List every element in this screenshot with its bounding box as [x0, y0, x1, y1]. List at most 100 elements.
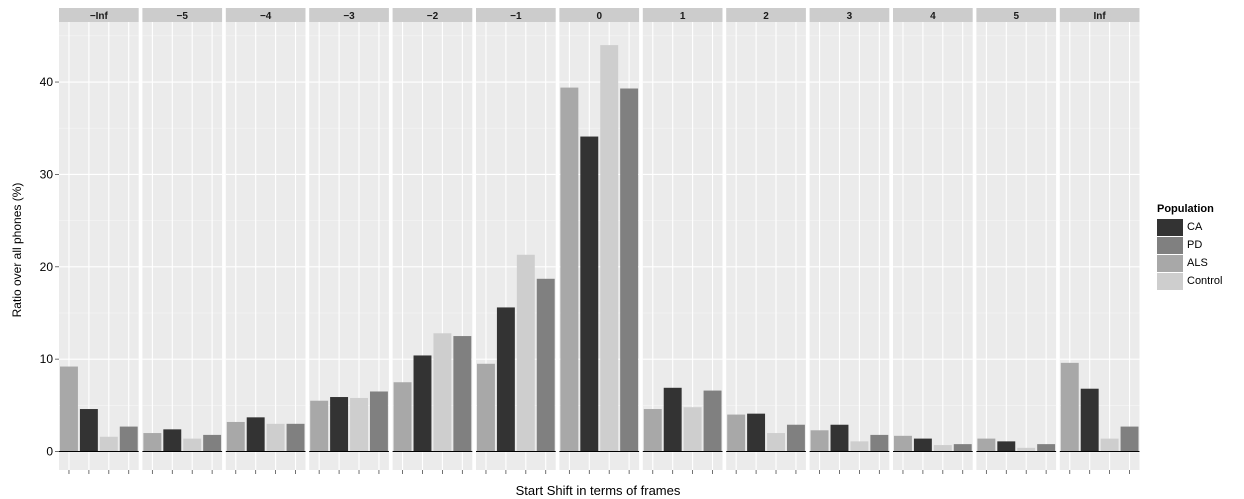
facet-strip — [976, 8, 1057, 22]
bar — [59, 366, 78, 452]
facet-label: 4 — [930, 11, 936, 22]
legend-item: PD — [1157, 236, 1222, 254]
facet-label: −3 — [343, 11, 355, 22]
bar — [643, 409, 662, 452]
facet-panel: −1 — [476, 8, 556, 474]
bar — [226, 421, 245, 452]
facet-label: −2 — [427, 11, 439, 22]
facet-panel: Inf — [1059, 8, 1140, 474]
facet-strip — [225, 8, 306, 22]
facet-panel: −5 — [142, 8, 223, 474]
legend-label: CA — [1187, 221, 1203, 233]
bar — [1100, 438, 1119, 452]
bar — [997, 441, 1016, 452]
bar — [786, 424, 805, 452]
facet-strip — [392, 8, 473, 22]
legend: Population CA PD ALS Control — [1157, 203, 1222, 290]
bar — [703, 390, 722, 452]
bar — [536, 278, 555, 452]
facet-label: 3 — [847, 11, 853, 22]
bar — [767, 433, 785, 452]
panel-background — [893, 22, 973, 470]
panel-background — [809, 22, 890, 470]
y-axis: 0 10 20 30 40 — [40, 75, 59, 459]
bar — [913, 438, 932, 452]
panel-background — [225, 22, 306, 470]
panel-background — [142, 22, 223, 470]
bar — [143, 433, 162, 452]
y-tick-label: 20 — [40, 260, 54, 274]
bar — [870, 434, 889, 452]
bar — [977, 438, 996, 452]
bar — [663, 387, 682, 452]
bar — [433, 333, 452, 452]
bar — [393, 382, 412, 452]
bar — [330, 397, 349, 452]
bar — [727, 414, 746, 452]
legend-item: CA — [1157, 218, 1222, 236]
bar — [453, 336, 472, 452]
facet-label: 2 — [763, 11, 769, 22]
legend-swatch — [1157, 272, 1183, 290]
bar — [933, 445, 952, 452]
legend-label: ALS — [1187, 257, 1208, 269]
bar — [266, 423, 285, 452]
facet-strip — [476, 8, 556, 22]
facet-strip — [309, 8, 389, 22]
y-tick-label: 30 — [40, 167, 54, 181]
bar — [183, 438, 202, 452]
facet-strip — [893, 8, 973, 22]
facet-panel: −2 — [392, 8, 473, 474]
bar — [119, 426, 138, 452]
facet-label: −Inf — [90, 11, 109, 22]
bar — [850, 441, 869, 452]
bar — [246, 417, 265, 452]
bar — [516, 254, 535, 452]
x-axis-title: Start Shift in terms of frames — [516, 483, 681, 498]
bar — [893, 435, 912, 452]
bar — [600, 45, 619, 452]
facet-strip — [642, 8, 723, 22]
facet-strip — [1059, 8, 1140, 22]
facet-panel: 3 — [809, 8, 890, 474]
facet-panel: 2 — [726, 8, 806, 474]
facet-label: −1 — [510, 11, 522, 22]
bar — [810, 430, 829, 452]
bar — [1060, 362, 1079, 452]
bar — [369, 391, 388, 452]
bar — [953, 444, 972, 452]
bar — [1080, 388, 1099, 452]
bar — [560, 87, 579, 452]
bar — [496, 307, 515, 452]
bar — [310, 400, 329, 452]
facet-panel: 0 — [559, 8, 640, 474]
facet-label: 0 — [596, 11, 602, 22]
facet-panels: −Inf −5 −4 −3 −2 −1 0 1 2 3 4 5 Inf — [59, 8, 1140, 474]
bar — [163, 429, 182, 452]
bar — [203, 434, 222, 452]
facet-panel: 4 — [893, 8, 973, 474]
facet-label: Inf — [1094, 11, 1107, 22]
bar — [286, 423, 305, 452]
bar — [747, 413, 766, 452]
facet-label: 1 — [680, 11, 686, 22]
facet-panel: −Inf — [59, 8, 139, 474]
facet-panel: −3 — [309, 8, 389, 474]
legend-item: Control — [1157, 272, 1222, 290]
facet-strip — [142, 8, 223, 22]
facet-label: −5 — [177, 11, 189, 22]
facet-panel: 5 — [976, 8, 1057, 474]
bar — [476, 363, 495, 452]
legend-swatch — [1157, 236, 1183, 254]
legend-swatch — [1157, 218, 1183, 236]
facet-panel: 1 — [642, 8, 723, 474]
legend-item: ALS — [1157, 254, 1222, 272]
bar — [1037, 444, 1056, 452]
facet-strip — [559, 8, 640, 22]
y-tick-label: 40 — [40, 75, 54, 89]
facet-panel: −4 — [225, 8, 306, 474]
legend-items: CA PD ALS Control — [1157, 218, 1222, 290]
bar — [79, 409, 98, 452]
facet-label: 5 — [1013, 11, 1019, 22]
